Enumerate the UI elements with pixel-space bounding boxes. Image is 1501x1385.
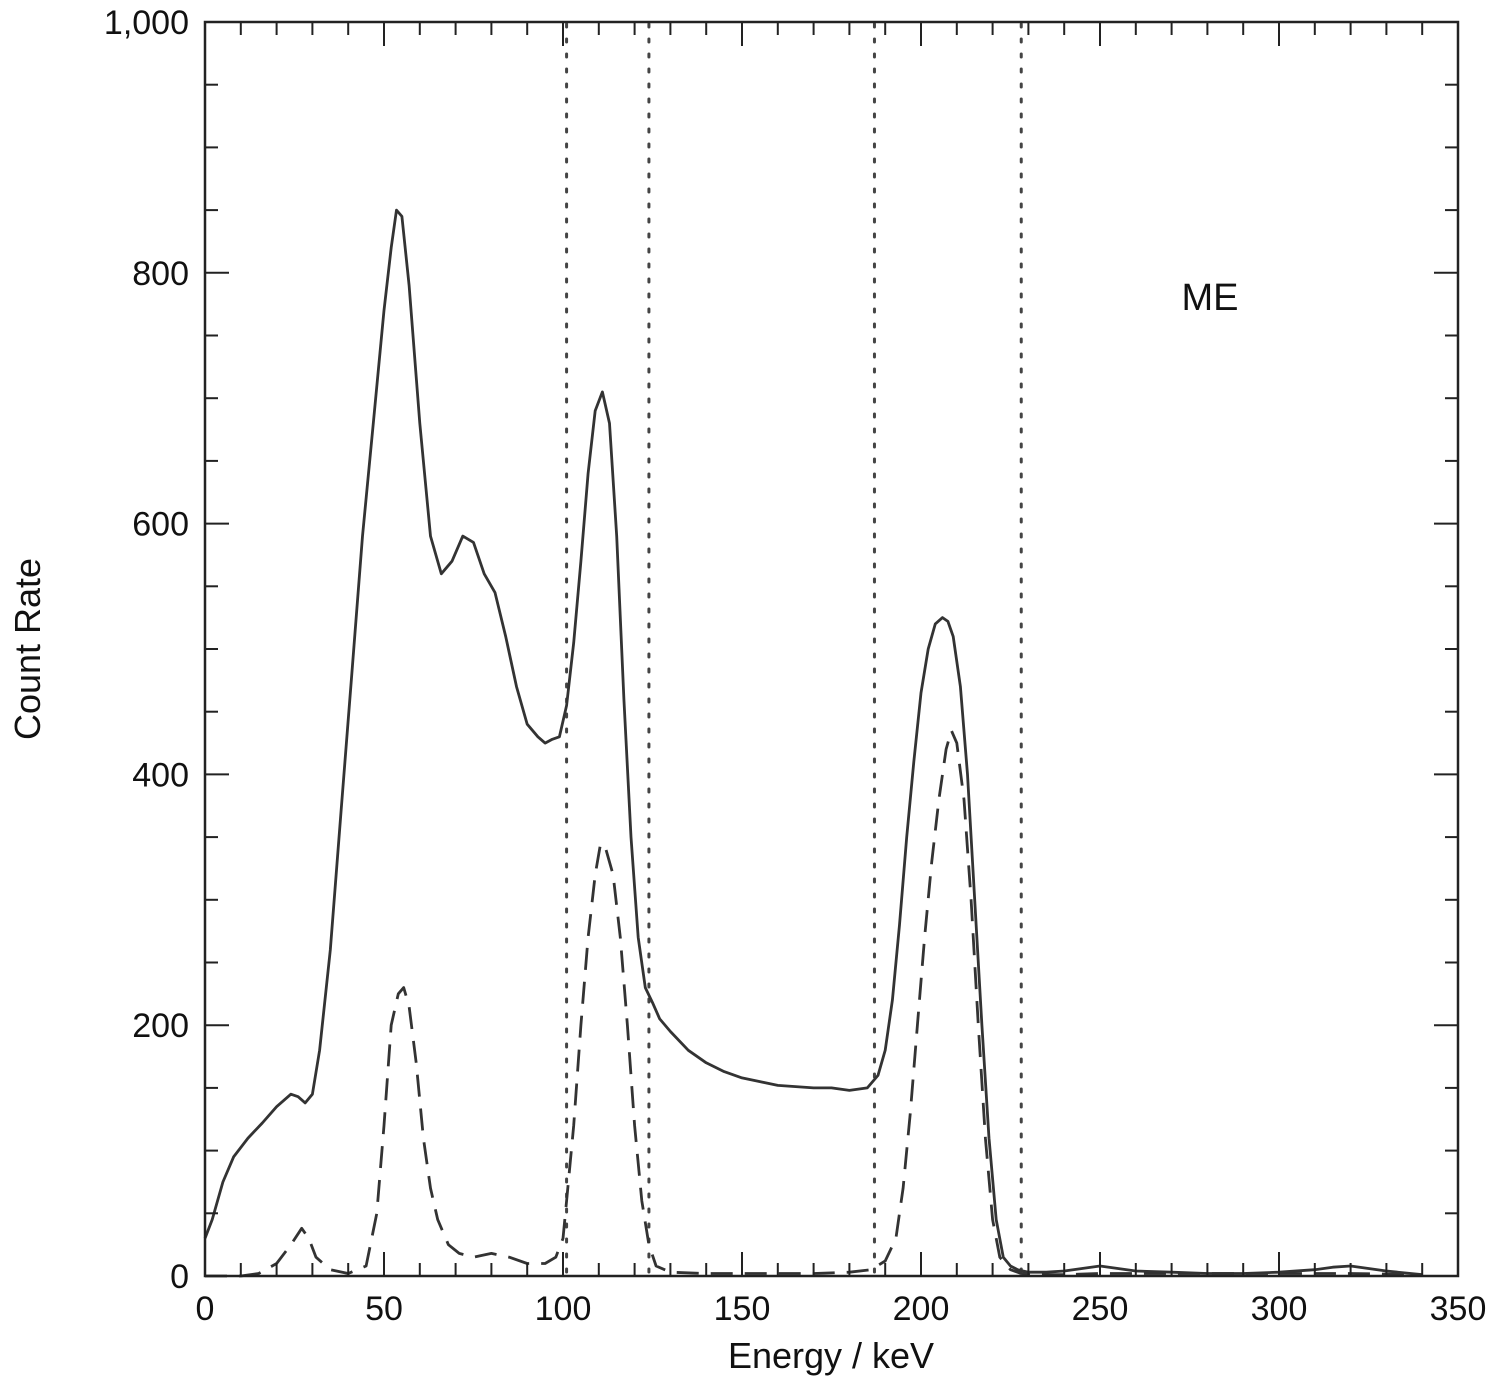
y-tick-label: 400 <box>132 756 189 794</box>
y-tick-label: 200 <box>132 1007 189 1045</box>
x-axis-label: Energy / keV <box>728 1335 934 1376</box>
annotation-label: ME <box>1182 277 1239 319</box>
plot-frame <box>203 20 1460 1278</box>
x-tick-label: 250 <box>1072 1290 1129 1328</box>
x-tick-label: 300 <box>1251 1290 1308 1328</box>
x-tick-label: 200 <box>893 1290 950 1328</box>
tick-layer: 0 50 100 150 200 250 300 350 0 200 400 600 800 1,000 <box>104 4 1486 1328</box>
y-axis-label: Count Rate <box>7 558 48 740</box>
x-tick-label: 0 <box>196 1290 215 1328</box>
plot-layer <box>203 22 1423 1278</box>
y-tick-label: 0 <box>170 1258 189 1296</box>
solid-series-line <box>203 208 1423 1277</box>
y-tick-label: 800 <box>132 255 189 293</box>
x-tick-label: 350 <box>1430 1290 1487 1328</box>
y-tick-label: 600 <box>132 506 189 544</box>
x-tick-label: 150 <box>714 1290 771 1328</box>
dashed-series-line <box>205 729 1423 1278</box>
x-tick-label: 100 <box>535 1290 592 1328</box>
x-tick-label: 50 <box>365 1290 403 1328</box>
y-tick-label: 1,000 <box>104 4 189 42</box>
